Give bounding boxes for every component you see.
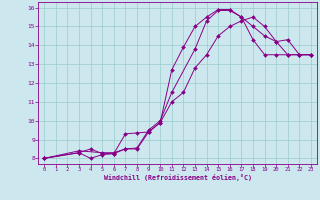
X-axis label: Windchill (Refroidissement éolien,°C): Windchill (Refroidissement éolien,°C) [104, 174, 252, 181]
